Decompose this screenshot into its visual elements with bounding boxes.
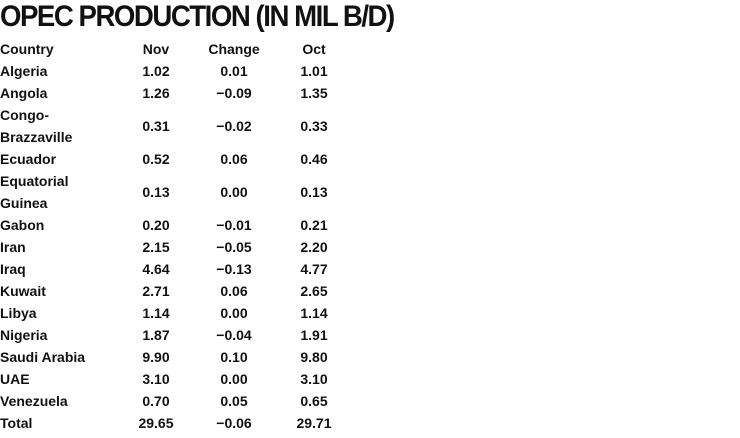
table-row: Saudi Arabia 9.90 0.10 9.80 <box>0 346 360 368</box>
value-cell: 2.15 <box>142 239 170 255</box>
country-cell: Kuwait <box>0 283 46 299</box>
value-cell: −0.13 <box>216 261 252 277</box>
country-cell: Iraq <box>0 261 26 277</box>
value-cell: 3.10 <box>142 371 170 387</box>
value-cell: 0.13 <box>300 184 328 200</box>
table: Country Nov Change Oct Algeria 1.02 0.01 1.01 A… <box>0 38 360 434</box>
country-cell: Libya <box>0 305 37 321</box>
value-cell: 1.01 <box>300 63 328 79</box>
country-cell: Iran <box>0 239 26 255</box>
value-cell: 0.13 <box>142 184 170 200</box>
table-body: Algeria 1.02 0.01 1.01 Angola 1.26 −0.09 1.35 Co… <box>0 60 360 434</box>
value-cell: 2.71 <box>142 283 170 299</box>
value-cell: 29.71 <box>296 415 332 431</box>
value-cell: 2.20 <box>300 239 328 255</box>
value-cell: −0.06 <box>216 415 252 431</box>
value-cell: 1.02 <box>142 63 170 79</box>
value-cell: 0.31 <box>142 118 170 134</box>
value-cell: 0.46 <box>300 151 328 167</box>
column-header: Change <box>208 41 260 57</box>
table-row: Libya 1.14 0.00 1.14 <box>0 302 360 324</box>
value-cell: 0.70 <box>142 393 170 409</box>
value-cell: 3.10 <box>300 371 328 387</box>
country-cell: Angola <box>0 85 48 101</box>
value-cell: 0.06 <box>220 283 248 299</box>
value-cell: 1.26 <box>142 85 170 101</box>
table-row: Algeria 1.02 0.01 1.01 <box>0 60 360 82</box>
country-cell: Total <box>0 415 33 431</box>
column-header: Oct <box>302 41 326 57</box>
value-cell: 0.00 <box>220 305 248 321</box>
table-row: Angola 1.26 −0.09 1.35 <box>0 82 360 104</box>
table-row: Iraq 4.64 −0.13 4.77 <box>0 258 360 280</box>
value-cell: 0.05 <box>220 393 248 409</box>
value-cell: 0.00 <box>220 184 248 200</box>
value-cell: −0.09 <box>216 85 252 101</box>
value-cell: −0.01 <box>216 217 252 233</box>
value-cell: −0.02 <box>216 118 252 134</box>
country-cell: Saudi Arabia <box>0 349 86 365</box>
value-cell: 0.10 <box>220 349 248 365</box>
value-cell: 0.06 <box>220 151 248 167</box>
table-row: Congo-Brazzaville 0.31 −0.02 0.33 <box>0 104 360 148</box>
country-cell: Venezuela <box>0 393 68 409</box>
country-cell: Algeria <box>0 63 48 79</box>
value-cell: −0.04 <box>216 327 252 343</box>
table-row: Kuwait 2.71 0.06 2.65 <box>0 280 360 302</box>
value-cell: 0.33 <box>300 118 328 134</box>
table-head: Country Nov Change Oct <box>0 38 360 60</box>
value-cell: 0.20 <box>142 217 170 233</box>
value-cell: 4.77 <box>300 261 328 277</box>
value-cell: 1.14 <box>142 305 170 321</box>
value-cell: 0.52 <box>142 151 170 167</box>
table-row: Equatorial Guinea 0.13 0.00 0.13 <box>0 170 360 214</box>
table-row: Total 29.65 −0.06 29.71 <box>0 412 360 434</box>
column-header: Country <box>0 41 54 57</box>
value-cell: 0.00 <box>220 371 248 387</box>
value-cell: 1.87 <box>142 327 170 343</box>
table-row: UAE 3.10 0.00 3.10 <box>0 368 360 390</box>
table-row: Gabon 0.20 −0.01 0.21 <box>0 214 360 236</box>
country-cell: Equatorial Guinea <box>0 173 69 211</box>
country-cell: Ecuador <box>0 151 57 167</box>
value-cell: 0.01 <box>220 63 248 79</box>
column-header: Nov <box>142 41 170 57</box>
country-cell: Nigeria <box>0 327 48 343</box>
value-cell: 4.64 <box>142 261 170 277</box>
value-cell: 29.65 <box>138 415 174 431</box>
value-cell: 2.65 <box>300 283 328 299</box>
table-row: Iran 2.15 −0.05 2.20 <box>0 236 360 258</box>
value-cell: 9.90 <box>142 349 170 365</box>
title: OPEC PRODUCTION (IN MIL B/D) <box>0 0 395 33</box>
value-cell: 1.14 <box>300 305 328 321</box>
country-cell: Congo-Brazzaville <box>0 107 73 145</box>
country-cell: Gabon <box>0 217 45 233</box>
value-cell: −0.05 <box>216 239 252 255</box>
value-cell: 0.21 <box>300 217 328 233</box>
table-row: Venezuela 0.70 0.05 0.65 <box>0 390 360 412</box>
table-row: Nigeria 1.87 −0.04 1.91 <box>0 324 360 346</box>
value-cell: 1.91 <box>300 327 328 343</box>
country-cell: UAE <box>0 371 30 387</box>
value-cell: 1.35 <box>300 85 328 101</box>
header-row: Country Nov Change Oct <box>0 38 360 60</box>
value-cell: 9.80 <box>300 349 328 365</box>
table-row: Ecuador 0.52 0.06 0.46 <box>0 148 360 170</box>
value-cell: 0.65 <box>300 393 328 409</box>
